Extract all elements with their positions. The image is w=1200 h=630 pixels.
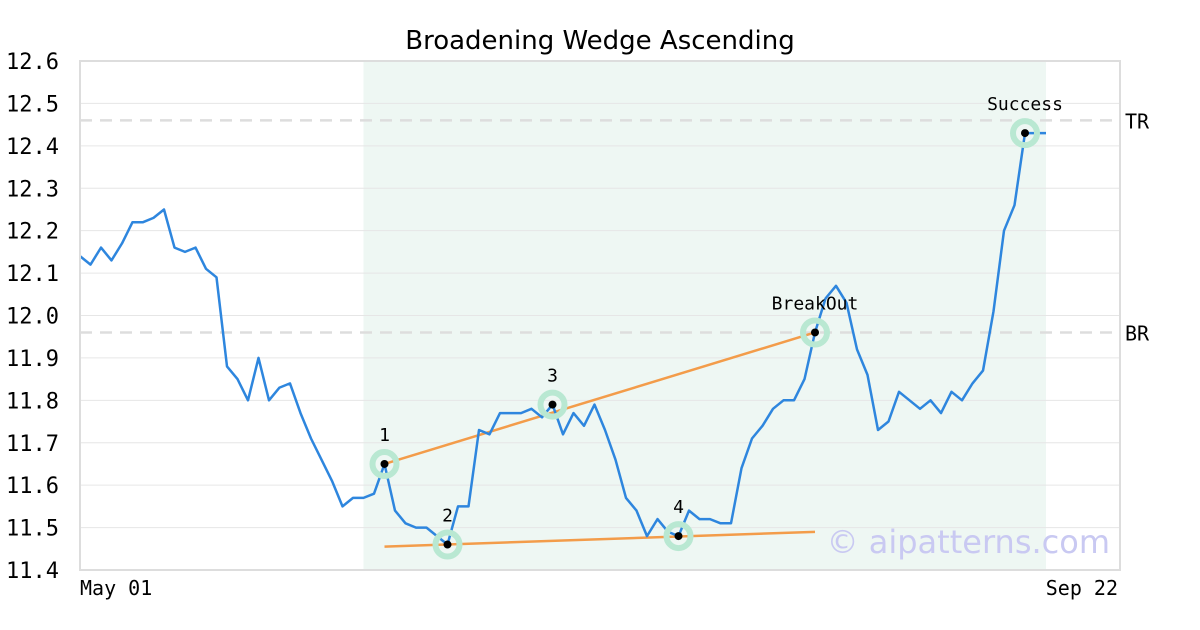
plot-frame (79, 60, 1121, 571)
reference-label-br: BR (1125, 321, 1150, 345)
x-tick-label: Sep 22 (1046, 576, 1118, 600)
pattern-point-2 (443, 540, 452, 549)
y-tick-label: 11.9 (6, 347, 59, 372)
pattern-point-success (1021, 129, 1029, 138)
pattern-point-label: 2 (442, 506, 453, 527)
pattern-point-label: 4 (673, 497, 684, 518)
pattern-point-ring-3 (537, 389, 568, 420)
pattern-point-ring-success (1010, 118, 1040, 149)
pattern-point-label: 3 (547, 366, 558, 387)
pattern-point-label: BreakOut (772, 293, 859, 314)
y-tick-label: 12.4 (6, 135, 59, 160)
watermark: © aipatterns.com (827, 523, 1110, 561)
y-tick-label: 12.6 (6, 50, 59, 75)
pattern-point-ring-1 (369, 448, 400, 479)
y-tick-label: 11.5 (6, 517, 59, 542)
pattern-point-3 (548, 400, 557, 409)
y-tick-label: 11.4 (6, 559, 59, 584)
pattern-point-1 (380, 459, 389, 468)
pattern-point-ring-4 (663, 521, 694, 552)
pattern-point-label: 1 (379, 425, 390, 446)
y-tick-label: 12.1 (6, 262, 59, 287)
y-tick-label: 12.0 (6, 305, 59, 330)
y-tick-label: 12.3 (6, 177, 59, 202)
x-tick-label: May 01 (80, 576, 152, 600)
price-series-line (79, 131, 1046, 546)
y-tick-label: 12.5 (6, 92, 59, 117)
trendline (384, 530, 816, 548)
pattern-point-breakout (811, 328, 819, 337)
reference-label-tr: TR (1125, 109, 1150, 133)
chart-title: Broadening Wedge Ascending (405, 26, 795, 56)
y-tick-label: 11.8 (6, 389, 59, 414)
pattern-point-label: Success (987, 94, 1063, 115)
y-tick-label: 11.7 (6, 432, 59, 457)
y-tick-label: 12.2 (6, 220, 59, 245)
pattern-point-ring-2 (432, 529, 463, 560)
pattern-point-4 (674, 532, 683, 541)
y-tick-label: 11.6 (6, 474, 59, 499)
pattern-point-ring-breakout (800, 317, 830, 348)
trendline (384, 331, 816, 466)
